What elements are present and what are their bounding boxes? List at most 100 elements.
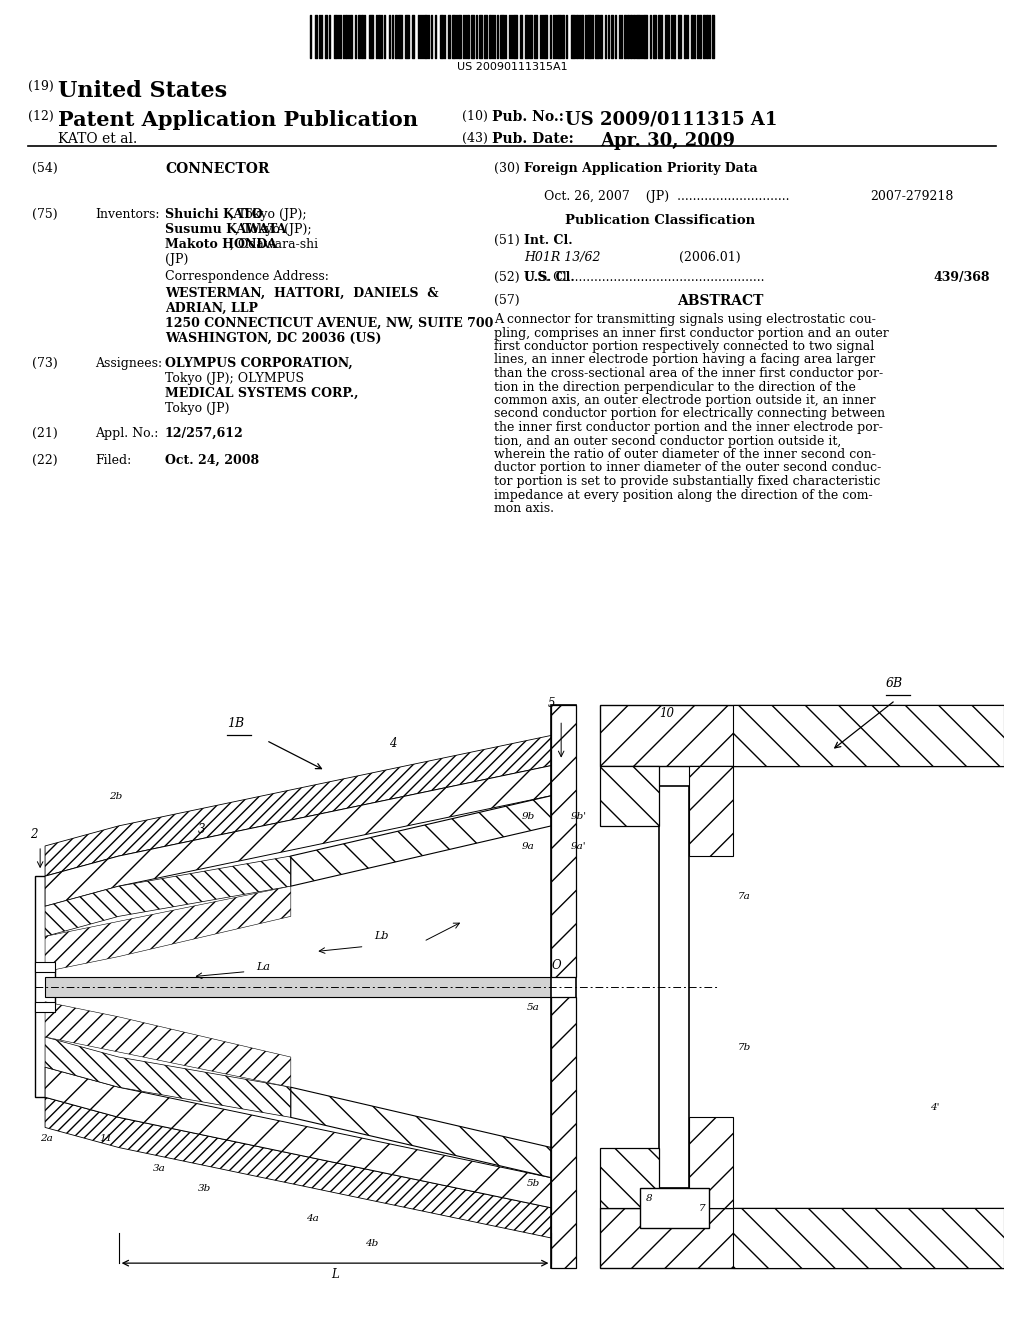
Text: Appl. No.:: Appl. No.: <box>95 426 159 440</box>
Text: O: O <box>551 958 561 972</box>
Text: US 2009/0111315 A1: US 2009/0111315 A1 <box>565 110 777 128</box>
Text: ductor portion to inner diameter of the outer second conduc-: ductor portion to inner diameter of the … <box>494 462 882 474</box>
Text: (JP): (JP) <box>165 253 188 267</box>
Text: A connector for transmitting signals using electrostatic cou-: A connector for transmitting signals usi… <box>494 313 876 326</box>
Polygon shape <box>600 1147 659 1208</box>
Text: La: La <box>256 962 270 972</box>
Text: 1250 CONNECTICUT AVENUE, NW, SUITE 700: 1250 CONNECTICUT AVENUE, NW, SUITE 700 <box>165 317 494 330</box>
Text: 7: 7 <box>698 1204 706 1213</box>
Text: than the cross-sectional area of the inner first conductor por-: than the cross-sectional area of the inn… <box>494 367 883 380</box>
Text: WASHINGTON, DC 20036 (US): WASHINGTON, DC 20036 (US) <box>165 333 382 345</box>
Text: second conductor portion for electrically connecting between: second conductor portion for electricall… <box>494 408 885 421</box>
Text: (57): (57) <box>494 294 519 308</box>
Text: H01R 13/62: H01R 13/62 <box>524 251 600 264</box>
Text: 9a: 9a <box>522 842 535 851</box>
Text: (2006.01): (2006.01) <box>679 251 740 264</box>
Text: 8: 8 <box>646 1193 653 1203</box>
Text: MEDICAL SYSTEMS CORP.,: MEDICAL SYSTEMS CORP., <box>165 387 358 400</box>
Text: US 20090111315A1: US 20090111315A1 <box>457 62 567 73</box>
Polygon shape <box>45 886 291 972</box>
Text: (43): (43) <box>462 132 487 145</box>
Polygon shape <box>291 1088 551 1177</box>
Text: 4b: 4b <box>365 1239 378 1249</box>
Polygon shape <box>45 977 551 997</box>
Text: common axis, an outer electrode portion outside it, an inner: common axis, an outer electrode portion … <box>494 393 876 407</box>
Text: lines, an inner electrode portion having a facing area larger: lines, an inner electrode portion having… <box>494 354 876 367</box>
Text: 3: 3 <box>198 822 205 836</box>
Polygon shape <box>600 705 1004 766</box>
Text: 10: 10 <box>659 708 675 721</box>
Text: 2007-279218: 2007-279218 <box>870 190 953 203</box>
Text: first conductor portion respectively connected to two signal: first conductor portion respectively con… <box>494 341 874 352</box>
Text: 7b: 7b <box>738 1043 752 1052</box>
Text: Correspondence Address:: Correspondence Address: <box>165 271 329 282</box>
Text: impedance at every position along the direction of the com-: impedance at every position along the di… <box>494 488 872 502</box>
Polygon shape <box>35 876 55 1097</box>
Text: CONNECTOR: CONNECTOR <box>165 162 269 176</box>
Text: 7a: 7a <box>738 892 751 902</box>
Polygon shape <box>35 1002 55 1012</box>
Text: Tokyo (JP); OLYMPUS: Tokyo (JP); OLYMPUS <box>165 372 304 385</box>
Text: Int. Cl.: Int. Cl. <box>524 234 572 247</box>
Text: Foreign Application Priority Data: Foreign Application Priority Data <box>524 162 758 176</box>
Text: (19): (19) <box>28 81 53 92</box>
Polygon shape <box>640 1188 709 1228</box>
Text: , Tokyo (JP);: , Tokyo (JP); <box>236 223 312 236</box>
Text: (30): (30) <box>494 162 520 176</box>
Text: (51): (51) <box>494 234 520 247</box>
Text: Assignees:: Assignees: <box>95 356 162 370</box>
Text: 4': 4' <box>930 1104 939 1113</box>
Text: (10): (10) <box>462 110 487 123</box>
Polygon shape <box>45 1002 291 1088</box>
Polygon shape <box>45 1097 551 1238</box>
Text: wherein the ratio of outer diameter of the inner second con-: wherein the ratio of outer diameter of t… <box>494 447 876 461</box>
Polygon shape <box>45 855 291 936</box>
Text: 5: 5 <box>548 697 555 710</box>
Text: ABSTRACT: ABSTRACT <box>677 294 763 308</box>
Text: 12/257,612: 12/257,612 <box>165 426 244 440</box>
Text: Lb: Lb <box>375 932 389 941</box>
Polygon shape <box>45 766 551 907</box>
Polygon shape <box>45 1067 551 1208</box>
Text: tion, and an outer second conductor portion outside it,: tion, and an outer second conductor port… <box>494 434 842 447</box>
Text: tor portion is set to provide substantially fixed characteristic: tor portion is set to provide substantia… <box>494 475 881 488</box>
Text: 6B: 6B <box>886 677 903 690</box>
Polygon shape <box>551 705 575 977</box>
Text: (73): (73) <box>32 356 57 370</box>
Text: tion in the direction perpendicular to the direction of the: tion in the direction perpendicular to t… <box>494 380 856 393</box>
Text: 439/368: 439/368 <box>934 271 990 284</box>
Text: 2: 2 <box>31 828 38 841</box>
Text: Oct. 26, 2007    (JP)  .............................: Oct. 26, 2007 (JP) .....................… <box>544 190 790 203</box>
Text: 2b: 2b <box>109 792 122 801</box>
Polygon shape <box>600 1208 1004 1269</box>
Polygon shape <box>689 1117 733 1208</box>
Text: Makoto HONDA: Makoto HONDA <box>165 238 276 251</box>
Text: WESTERMAN,  HATTORI,  DANIELS  &: WESTERMAN, HATTORI, DANIELS & <box>165 286 438 300</box>
Polygon shape <box>45 1038 291 1117</box>
Polygon shape <box>600 766 659 826</box>
Polygon shape <box>689 766 733 855</box>
Text: the inner first conductor portion and the inner electrode por-: the inner first conductor portion and th… <box>494 421 883 434</box>
Text: 9b': 9b' <box>571 812 587 821</box>
Text: OLYMPUS CORPORATION,: OLYMPUS CORPORATION, <box>165 356 352 370</box>
Polygon shape <box>659 785 689 1188</box>
Text: 1B: 1B <box>227 717 244 730</box>
Text: Patent Application Publication: Patent Application Publication <box>58 110 418 129</box>
Text: 4a: 4a <box>305 1214 318 1222</box>
Polygon shape <box>733 1208 1004 1269</box>
Text: (52): (52) <box>494 271 519 284</box>
Polygon shape <box>733 705 1004 766</box>
Text: Pub. No.:: Pub. No.: <box>492 110 568 124</box>
Text: 9b: 9b <box>522 812 536 821</box>
Text: Filed:: Filed: <box>95 454 131 467</box>
Text: , Odawara-shi: , Odawara-shi <box>229 238 317 251</box>
Polygon shape <box>45 735 551 876</box>
Text: 2a: 2a <box>40 1134 53 1143</box>
Text: Susumu KAWATA: Susumu KAWATA <box>165 223 287 236</box>
Text: Publication Classification: Publication Classification <box>565 214 755 227</box>
Polygon shape <box>551 705 575 1269</box>
Text: , Tokyo (JP);: , Tokyo (JP); <box>229 209 306 220</box>
Text: 5b: 5b <box>526 1179 540 1188</box>
Text: (75): (75) <box>32 209 57 220</box>
Text: Oct. 24, 2008: Oct. 24, 2008 <box>165 454 259 467</box>
